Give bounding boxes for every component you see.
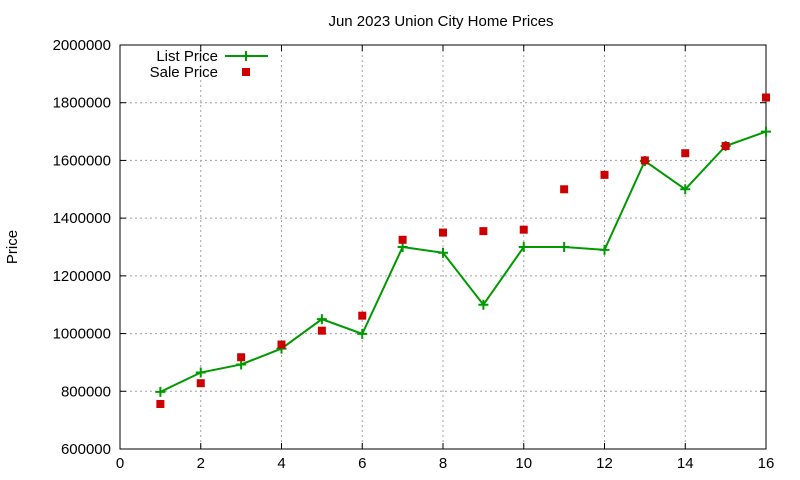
legend-label: List Price [156,48,218,65]
data-point [357,328,368,339]
series-layer [155,93,771,408]
y-tick-label: 1000000 [53,326,111,343]
data-point [478,299,489,310]
x-tick-label: 8 [439,455,447,472]
y-tick-label: 800000 [61,383,111,400]
series-sale-price [156,93,770,408]
y-tick-label: 1800000 [53,95,111,112]
data-point [196,379,205,388]
data-point [600,170,609,179]
x-tick-label: 2 [197,455,205,472]
data-point [761,126,771,137]
x-tick-label: 12 [596,455,613,472]
y-axis-label: Price [4,230,21,264]
chart-title: Jun 2023 Union City Home Prices [328,13,553,30]
data-point [358,311,367,320]
data-point [237,353,246,362]
data-point [156,399,165,408]
legend-square-marker [242,68,250,76]
grid-lines [120,45,766,449]
x-axis: 0 2 4 6 8 10 12 14 16 [116,45,775,472]
x-tick-label: 10 [515,455,532,472]
data-point [439,228,447,237]
data-point [721,142,730,150]
data-point [195,367,206,378]
legend-plus-marker [241,51,251,61]
data-point [317,326,326,335]
data-point [398,235,407,244]
y-tick-label: 1600000 [53,152,111,169]
y-axis: 600000 800000 1000000 1200000 1400000 1600000… [53,37,766,458]
series-line [159,130,767,393]
data-point [155,386,166,397]
data-point [680,184,691,195]
data-point [479,227,488,236]
data-point [277,340,286,349]
series-list-price [155,126,771,397]
x-tick-label: 6 [358,455,366,472]
y-tick-label: 600000 [61,441,111,458]
data-point [438,247,448,258]
legend-entry: List Price [156,48,268,65]
x-tick-label: 4 [277,455,285,472]
y-tick-label: 1400000 [53,210,111,227]
data-point [599,244,610,255]
data-point [559,242,570,252]
x-tick-label: 16 [758,455,775,472]
data-point [518,242,529,252]
data-point [519,225,528,234]
data-point [560,185,569,194]
data-point [316,314,327,325]
y-tick-label: 2000000 [53,37,111,54]
legend-entry: Sale Price [150,64,250,81]
data-point [640,156,649,165]
data-point [762,93,770,102]
data-point [681,149,690,158]
x-tick-label: 0 [116,455,124,472]
x-tick-label: 14 [677,455,694,472]
legend-label: Sale Price [150,64,218,81]
y-tick-label: 1200000 [53,268,111,285]
